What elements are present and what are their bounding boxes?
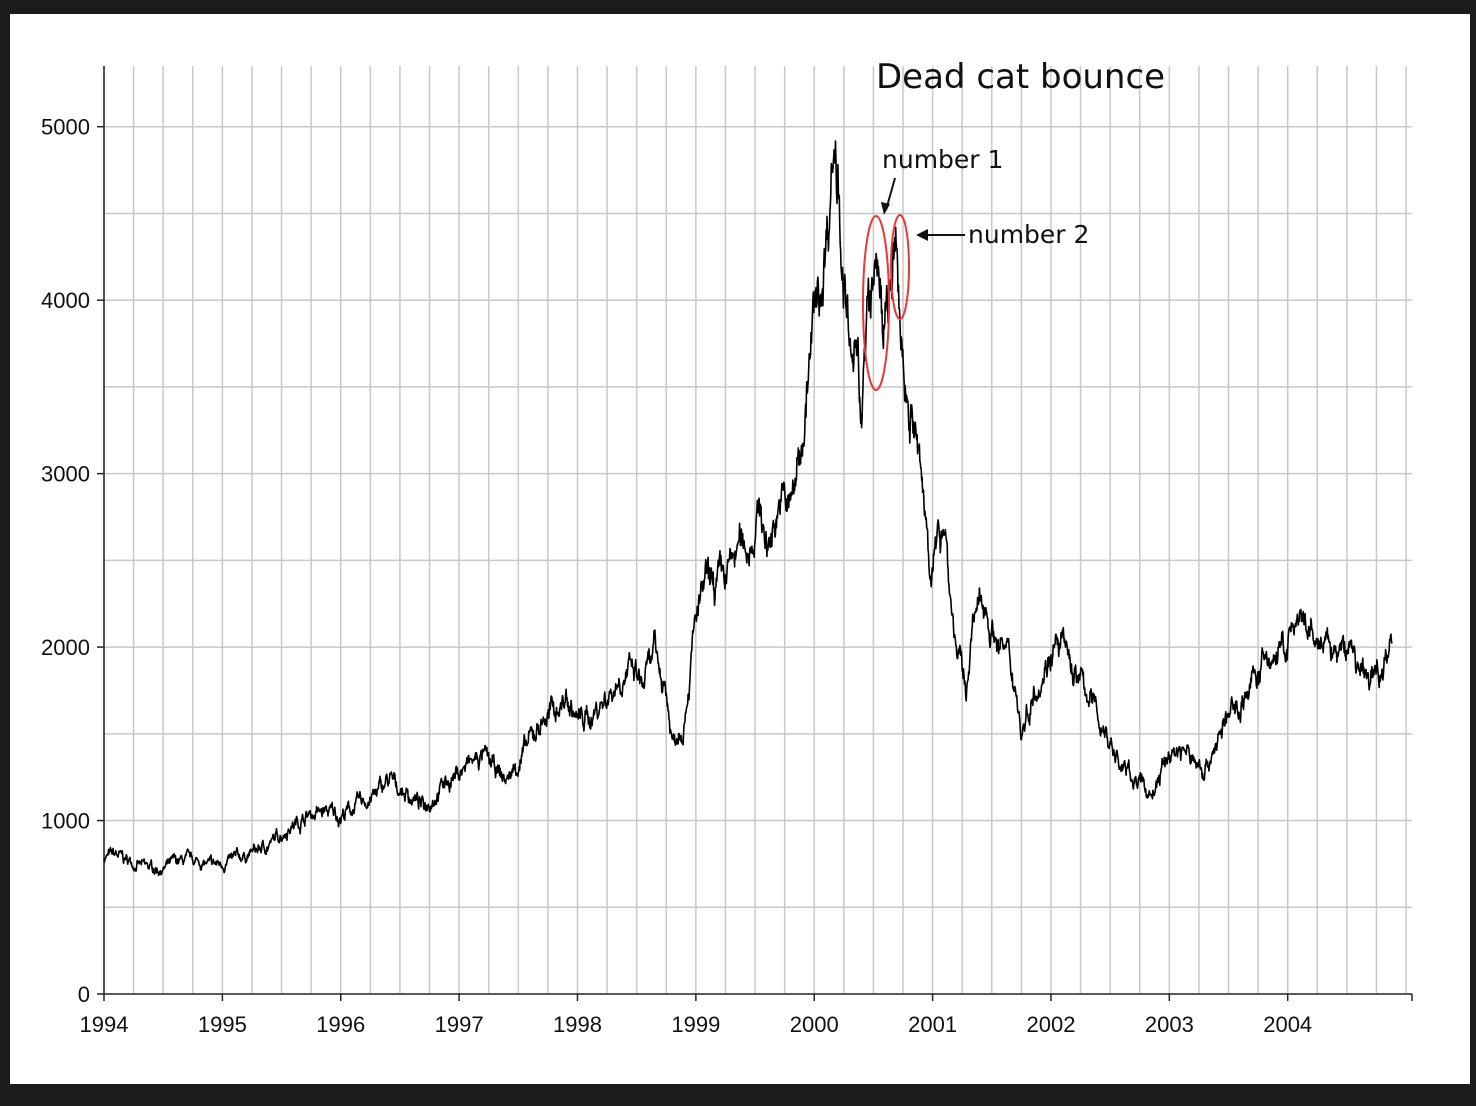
annotation-arrowhead-2 [916,229,928,241]
x-ticks: 1994 1995 1996 1997 1998 1999 2000 2001 2002 2003… [80,994,1413,1037]
annotation-arrowhead-1 [881,202,890,215]
chart-title: Dead cat bounce [876,57,1165,97]
bounce-highlight-1 [862,215,890,391]
bounce-highlights [862,214,910,391]
y-tick-label: 4000 [41,288,90,313]
x-tick-label: 1997 [435,1012,484,1037]
annotation-number-1: number 1 [882,145,1003,174]
y-tick-label: 2000 [41,635,90,660]
x-tick-label: 2003 [1145,1012,1194,1037]
x-tick-label: 1996 [316,1012,365,1037]
x-tick-label: 1994 [80,1012,129,1037]
line-chart: 1994 1995 1996 1997 1998 1999 2000 2001 2002 2003… [41,57,1413,1037]
annotations: number 1 number 2 [881,145,1089,249]
x-tick-label: 2002 [1026,1012,1075,1037]
annotation-number-2: number 2 [968,220,1089,249]
x-tick-label: 1995 [198,1012,247,1037]
axes [103,66,1412,995]
y-tick-label: 5000 [41,115,90,140]
series-line [103,140,1393,877]
y-tick-label: 1000 [41,809,90,834]
bounce-highlight-2 [890,214,910,320]
chart-frame: 1994 1995 1996 1997 1998 1999 2000 2001 2002 2003… [10,14,1470,1084]
y-tick-label: 0 [78,982,90,1007]
x-tick-label: 2000 [790,1012,839,1037]
grid [103,66,1412,994]
x-tick-label: 2001 [908,1012,957,1037]
y-tick-label: 3000 [41,462,90,487]
y-ticks: 0 1000 2000 3000 4000 5000 [41,115,104,1007]
x-tick-label: 1998 [553,1012,602,1037]
x-tick-label: 1999 [671,1012,720,1037]
x-tick-label: 2004 [1263,1012,1312,1037]
